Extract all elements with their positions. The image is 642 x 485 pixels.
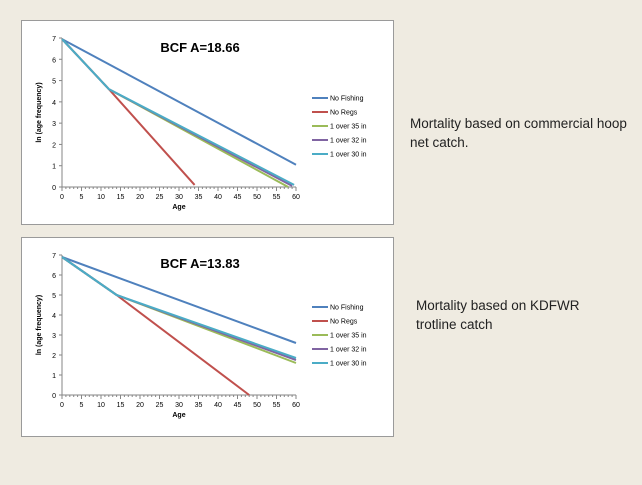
- x-tick-label: 50: [253, 194, 261, 201]
- x-tick-label: 15: [117, 402, 125, 409]
- legend-label: 1 over 30 in: [330, 152, 367, 159]
- x-tick-label: 10: [97, 194, 105, 201]
- legend-label: 1 over 32 in: [330, 138, 367, 145]
- x-tick-label: 5: [80, 402, 84, 409]
- x-tick-label: 20: [136, 402, 144, 409]
- y-tick-label: 4: [52, 100, 56, 107]
- y-tick-label: 0: [52, 393, 56, 400]
- y-tick-label: 6: [52, 57, 56, 64]
- x-axis-label: Age: [172, 412, 185, 419]
- legend-label: No Regs: [330, 110, 358, 117]
- x-tick-label: 55: [273, 402, 281, 409]
- legend-label: 1 over 35 in: [330, 333, 367, 340]
- x-tick-label: 30: [175, 402, 183, 409]
- x-tick-label: 40: [214, 194, 222, 201]
- series-line-1-over-30-in: [61, 38, 295, 186]
- chart-panel-2: 0 1 2 3 4 5 6 7 0 5 10 15 20 25 30 35 40 45 50 55 60 Age ln (a…: [21, 237, 394, 437]
- series-line-1-over-32-in: [61, 256, 297, 361]
- legend-label: 1 over 35 in: [330, 124, 367, 131]
- y-tick-label: 5: [52, 293, 56, 300]
- caption-1: Mortality based on commercial hoop net c…: [410, 116, 627, 150]
- y-tick-label: 1: [52, 373, 56, 380]
- x-tick-label: 0: [60, 402, 64, 409]
- y-axis-label: ln (age frequency): [36, 295, 43, 355]
- y-axis-label: ln (age frequency): [36, 82, 43, 142]
- legend-label: 1 over 32 in: [330, 347, 367, 354]
- series-line-no-fishing: [61, 38, 297, 166]
- chart-title: BCF A=13.83: [160, 256, 239, 271]
- y-tick-label: 5: [52, 79, 56, 86]
- y-tick-label: 6: [52, 273, 56, 280]
- x-tick-label: 35: [195, 402, 203, 409]
- y-tick-label: 0: [52, 185, 56, 192]
- y-tick-label: 7: [52, 36, 56, 43]
- series-line-1-over-30-in: [61, 256, 297, 359]
- x-tick-label: 50: [253, 402, 261, 409]
- y-tick-label: 1: [52, 164, 56, 171]
- legend-label: No Fishing: [330, 96, 364, 103]
- x-tick-label: 40: [214, 402, 222, 409]
- x-tick-label: 0: [60, 194, 64, 201]
- x-tick-label: 45: [234, 194, 242, 201]
- x-tick-label: 25: [156, 402, 164, 409]
- x-axis-label: Age: [172, 204, 185, 211]
- x-tick-label: 30: [175, 194, 183, 201]
- legend-label: 1 over 30 in: [330, 361, 367, 368]
- y-tick-label: 3: [52, 333, 56, 340]
- y-tick-label: 2: [52, 142, 56, 149]
- series-line-no-fishing: [61, 256, 297, 344]
- x-tick-label: 60: [292, 194, 300, 201]
- x-tick-label: 45: [234, 402, 242, 409]
- x-tick-label: 5: [80, 194, 84, 201]
- caption-2: Mortality based on KDFWR trotline catch: [416, 298, 580, 332]
- legend-label: No Regs: [330, 319, 358, 326]
- y-tick-label: 2: [52, 353, 56, 360]
- x-tick-label: 60: [292, 402, 300, 409]
- x-tick-label: 25: [156, 194, 164, 201]
- chart-title: BCF A=18.66: [160, 40, 239, 55]
- x-tick-label: 15: [117, 194, 125, 201]
- legend-label: No Fishing: [330, 305, 364, 312]
- x-tick-label: 10: [97, 402, 105, 409]
- chart-panel-1: 0 1 2 3 4 5 6 7 0 5 10 15 20 25 30 35 40 45 50 55 60 Age ln (a…: [21, 20, 394, 225]
- y-tick-label: 4: [52, 313, 56, 320]
- x-tick-label: 55: [273, 194, 281, 201]
- x-tick-label: 35: [195, 194, 203, 201]
- y-tick-label: 3: [52, 121, 56, 128]
- y-tick-label: 7: [52, 253, 56, 260]
- x-tick-label: 20: [136, 194, 144, 201]
